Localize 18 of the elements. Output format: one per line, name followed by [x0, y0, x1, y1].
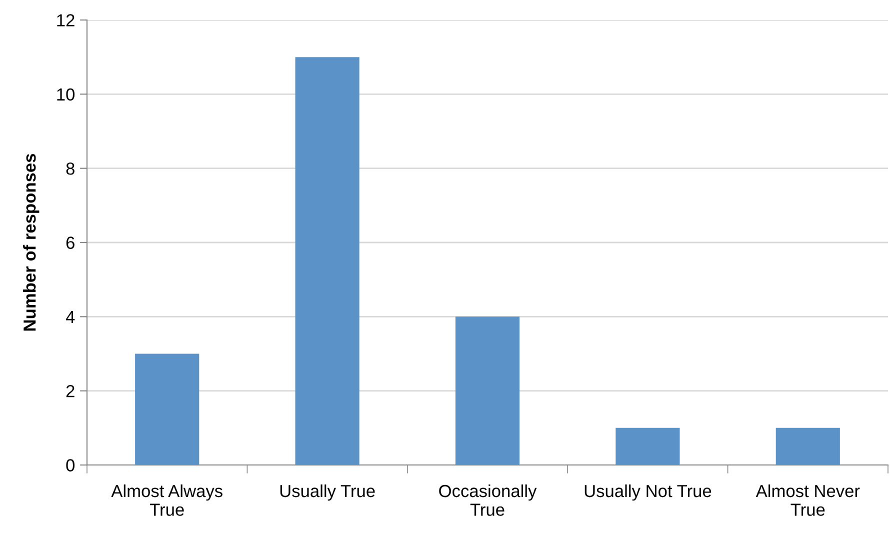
y-tick-label: 0 [66, 459, 75, 472]
bar [776, 428, 840, 465]
x-tick-label: Almost Never True [756, 484, 860, 516]
y-tick-label: 4 [66, 311, 75, 323]
bar [295, 57, 360, 465]
x-tick-label: Usually True [280, 484, 375, 501]
bar [455, 316, 520, 465]
y-tick-label: 8 [66, 162, 74, 175]
x-tick-label: Almost Always True [111, 484, 222, 516]
x-tick-label: Occasionally True [439, 484, 537, 516]
x-tick-label: Usually Not True [584, 484, 712, 501]
y-axis-title: Number of responses [23, 154, 40, 331]
y-tick-label: 12 [57, 14, 74, 26]
y-tick-label: 6 [66, 236, 74, 249]
y-tick-label: 10 [57, 88, 75, 101]
y-tick-label: 2 [66, 385, 74, 398]
bar [616, 428, 680, 465]
bar [135, 354, 200, 465]
